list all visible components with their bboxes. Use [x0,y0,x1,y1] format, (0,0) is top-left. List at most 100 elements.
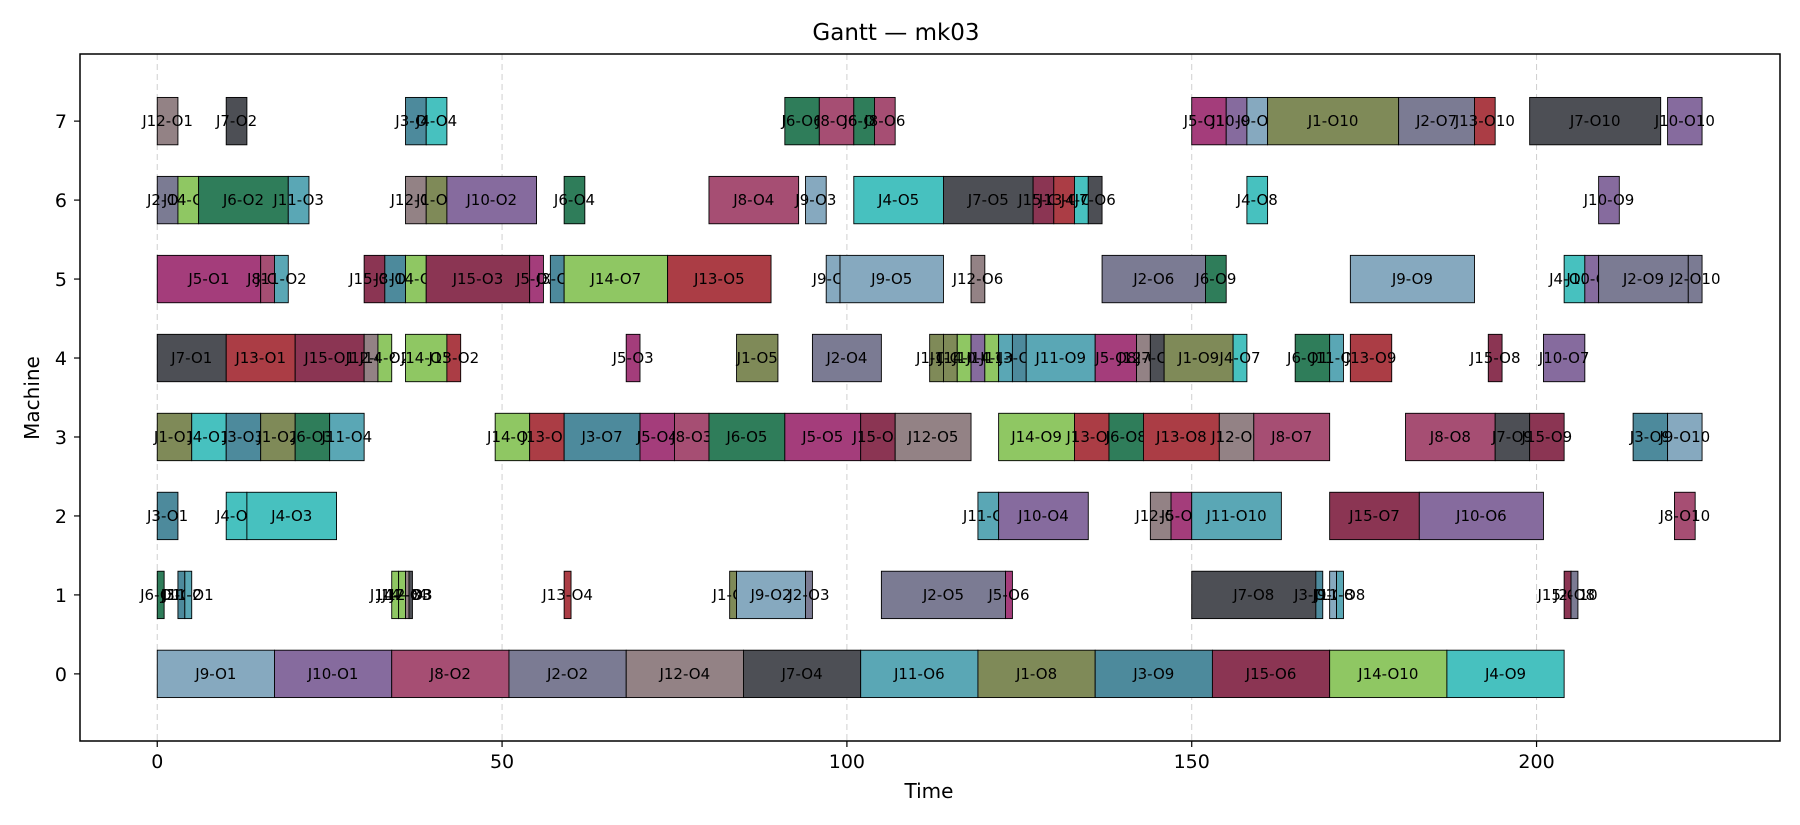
task-bar [156,491,179,541]
task-bar-label: J15-O7 [1348,507,1400,525]
task-bar-label: J10-O6 [1455,507,1507,525]
task-bar [246,491,338,541]
task-bar [736,333,779,383]
task-bar [1398,96,1475,146]
task-bar [156,254,262,304]
task-bar-label: J9-O10 [1658,428,1710,446]
x-axis-ticks: 0 50 100 150 200 [151,741,1555,773]
task-bar-label: J6-O9 [1194,270,1236,288]
task-bar-label: J12-O1 [141,112,193,130]
task-bar [708,412,786,462]
task-bar-label: J11-O8 [1314,586,1366,604]
task-bar-label: J3-O9 [1629,428,1671,446]
task-bar-label: J11-O3 [272,191,324,209]
task-bar [625,649,744,699]
task-bar-label: J9-O3 [794,191,836,209]
task-bar-label: J6-O5 [725,428,767,446]
task-bar-label: J5-O5 [801,428,843,446]
task-bar-label: J12-O3 [381,586,433,604]
task-bar-label: J7-O6 [1074,191,1116,209]
task-bar-label: J7-O2 [215,112,257,130]
task-bar-label: J5-O10 [1183,112,1235,130]
task-bar-label: J6-O1 [139,586,181,604]
task-bar [294,333,365,383]
task-bar-label: J3-O9 [1132,665,1174,683]
task-bar-label: J15-O1 [303,349,355,367]
task-bar [1329,491,1420,541]
task-bar [1570,570,1579,620]
task-bar [1087,175,1103,225]
task-bar-label: J2-O7 [1415,112,1457,130]
task-bar [156,96,179,146]
task-bar [1005,570,1013,620]
x-tick-label: 50 [490,751,514,773]
y-tick-label: 6 [55,190,67,212]
task-bar-label: J2-O10 [1669,270,1721,288]
task-bar-label: J9-O1 [194,665,236,683]
task-bar [1329,649,1448,699]
task-bar-label: J8-O3 [670,428,712,446]
task-bar-label: J2-O3 [787,586,829,604]
task-bar [1329,333,1344,383]
task-bar [425,254,531,304]
chart-title: Gantt — mk03 [812,20,979,46]
task-bar [191,412,227,462]
task-bar-label: J2-O9 [1622,270,1664,288]
task-bar-label: J1-O9 [1177,349,1219,367]
task-bar [1142,412,1220,462]
task-bar [1632,412,1669,462]
task-bar-label: J15-O6 [1245,665,1297,683]
task-bar-label: J7-O4 [780,665,822,683]
task-bar-label: J8-O2 [429,665,471,683]
task-bar [1446,649,1565,699]
task-bar [880,570,1006,620]
task-bar [1687,254,1703,304]
task-bar [260,412,296,462]
task-bar [1094,649,1213,699]
task-bar [998,491,1089,541]
task-bar [839,254,944,304]
task-bar [1191,570,1317,620]
x-tick-label: 150 [1174,751,1210,773]
x-axis-title: Time [904,779,954,803]
task-bar-label: J14-O9 [1010,428,1062,446]
task-bar [274,254,289,304]
task-bar-label: J15-O10 [1536,586,1597,604]
y-tick-label: 1 [55,585,67,607]
task-bar-label: J10-O2 [465,191,517,209]
task-bar-label: J12-O6 [952,270,1004,288]
task-bar [742,649,862,699]
task-bar-label: J6-O10 [1286,349,1338,367]
task-bar [1474,96,1496,146]
y-tick-label: 2 [55,506,67,528]
task-bar [1418,491,1544,541]
task-bar-label: J6-O4 [553,191,595,209]
task-bar-label: J5-O2 [515,270,557,288]
task-bar [874,96,896,146]
task-bar [853,175,944,225]
task-bar-label: J7-O9 [1491,428,1533,446]
task-bar [1191,96,1227,146]
task-bar-label: J14-O4 [376,586,428,604]
task-bar [805,175,827,225]
y-tick-label: 0 [55,664,67,686]
x-tick-label: 200 [1518,751,1554,773]
task-bar-label: J14-O6 [486,428,538,446]
task-bar [563,175,586,225]
task-bar [408,570,413,620]
task-bar [1101,254,1206,304]
task-bar-label: J12-O9 [1210,428,1262,446]
task-bar-label: J6-O8 [1105,428,1147,446]
task-bar [1267,96,1400,146]
task-bar [1246,175,1269,225]
task-bar-label: J3-O3 [222,428,264,446]
task-bar-label: J4-O4 [415,112,457,130]
task-bar-label: J5-O6 [987,586,1029,604]
task-bar [1529,412,1565,462]
task-bar-label: J2-O5 [922,586,964,604]
task-bar [377,333,393,383]
task-bar-label: J11-O1 [162,586,214,604]
task-bar-label: J1-O2 [256,428,298,446]
task-bar-label: J6-O2 [222,191,264,209]
task-bar [198,175,289,225]
